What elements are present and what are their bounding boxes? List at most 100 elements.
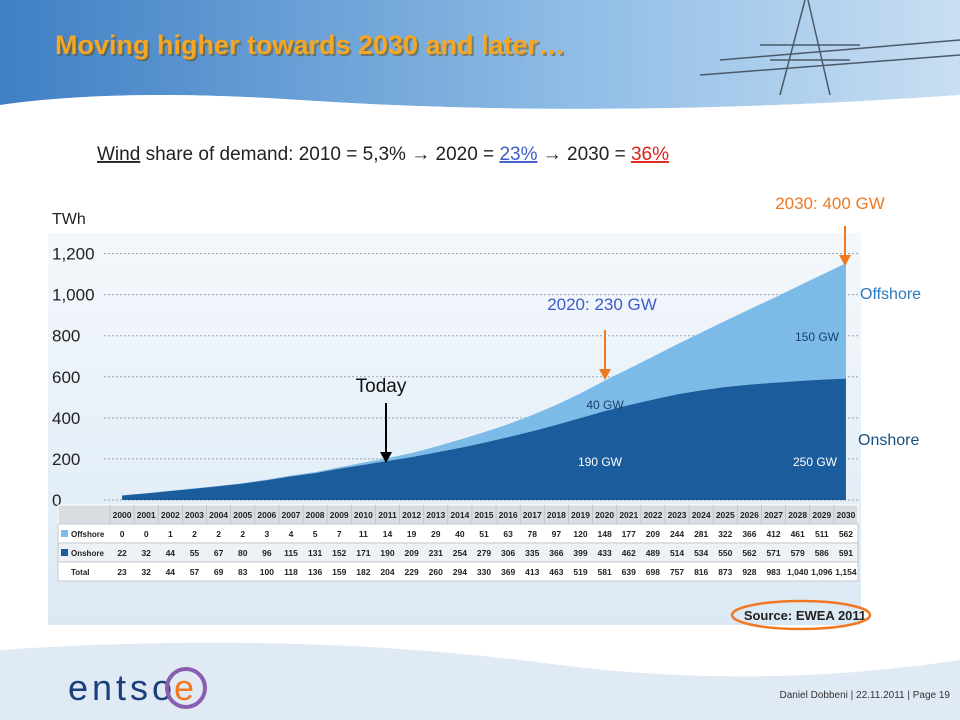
table-cell-text: 115 <box>284 548 298 558</box>
x-tick-label: 2015 <box>475 510 494 520</box>
x-tick-label: 2016 <box>499 510 518 520</box>
table-cell-text: 983 <box>766 567 780 577</box>
table-cell-text: 80 <box>238 548 248 558</box>
table-cell-text: 152 <box>332 548 346 558</box>
y-axis-label: TWh <box>52 211 86 228</box>
subtitle-arrow: → <box>543 144 562 165</box>
logo-accent: e <box>174 667 194 708</box>
table-cell-text: 928 <box>742 567 756 577</box>
table-cell-text: 171 <box>356 548 370 558</box>
table-cell-text: 83 <box>238 567 248 577</box>
subtitle-arrow: → <box>411 144 430 165</box>
annotation-arrowhead <box>599 369 611 380</box>
x-tick-label: 2003 <box>185 510 204 520</box>
x-tick-label: 2030 <box>836 510 855 520</box>
table-cell-text: 816 <box>694 567 708 577</box>
table-cell-text: 5 <box>313 529 318 539</box>
x-tick-label: 2011 <box>378 510 397 520</box>
table-cell-text: 100 <box>260 567 274 577</box>
x-tick-label: 2001 <box>137 510 156 520</box>
table-cell-text: 55 <box>190 548 200 558</box>
source-highlight <box>730 599 872 631</box>
table-cell-text: 581 <box>598 567 612 577</box>
table-cell-text: 562 <box>742 548 756 558</box>
x-tick-label: 2027 <box>764 510 783 520</box>
annotation-arrowhead <box>839 255 851 266</box>
table-cell-text: 281 <box>694 529 708 539</box>
table-cell-text: 244 <box>670 529 684 539</box>
table-cell-text: 22 <box>117 548 127 558</box>
annotation: 150 GW <box>795 330 840 344</box>
x-tick-label: 2022 <box>643 510 662 520</box>
table-cell-text: 209 <box>646 529 660 539</box>
subtitle-part: 2020 = <box>430 144 499 165</box>
table-cell-text: 32 <box>141 548 151 558</box>
table-cell-text: 294 <box>453 567 467 577</box>
y-tick-label: 200 <box>52 450 80 469</box>
table-cell-text: 44 <box>166 548 176 558</box>
table-cell-text: 97 <box>552 529 562 539</box>
table-cell-text: 514 <box>670 548 684 558</box>
table-cell-text: 489 <box>646 548 660 558</box>
subtitle-highlight: 23% <box>499 144 537 165</box>
x-tick-label: 2012 <box>402 510 421 520</box>
table-cell-text: 7 <box>337 529 342 539</box>
table-cell-text: 4 <box>289 529 294 539</box>
table-cell-text: 29 <box>431 529 441 539</box>
table-cell-text: 586 <box>815 548 829 558</box>
x-tick-label: 2004 <box>209 510 228 520</box>
table-cell-text: 757 <box>670 567 684 577</box>
table-cell-text: 63 <box>503 529 513 539</box>
table-cell-text: 639 <box>622 567 636 577</box>
table-cell-text: 57 <box>190 567 200 577</box>
table-cell-text: 1,154 <box>835 567 857 577</box>
table-cell-text: 413 <box>525 567 539 577</box>
table-swatch <box>61 530 68 537</box>
table-cell-text: 231 <box>429 548 443 558</box>
table-cell-text: 177 <box>622 529 636 539</box>
area-offshore <box>122 263 846 496</box>
table-cell-text: 306 <box>501 548 515 558</box>
header-curve <box>0 95 960 116</box>
x-tick-label: 2025 <box>716 510 735 520</box>
y-tick-label: 600 <box>52 368 80 387</box>
x-tick-label: 2020 <box>595 510 614 520</box>
title: Moving higher towards 2030 and later… <box>55 30 565 60</box>
subtitle: Wind share of demand: 2010 = 5,3% → 2020… <box>97 144 669 165</box>
table-cell-text: 1,096 <box>811 567 833 577</box>
table-cell-text: 159 <box>332 567 346 577</box>
x-tick-label: 2005 <box>233 510 252 520</box>
area-onshore <box>122 378 846 500</box>
x-tick-label: 2019 <box>571 510 590 520</box>
table-cell-text: 260 <box>429 567 443 577</box>
table-cell-text: 1 <box>168 529 173 539</box>
table-cell-text: 335 <box>525 548 539 558</box>
title-shadow: Moving higher towards 2030 and later… <box>57 32 567 62</box>
table-cell-text: 1,040 <box>787 567 809 577</box>
table-cell-text: 2 <box>240 529 245 539</box>
table-cell-text: 44 <box>166 567 176 577</box>
table-cell-text: 698 <box>646 567 660 577</box>
x-tick-label: 2009 <box>330 510 349 520</box>
annotation: 40 GW <box>586 398 624 412</box>
table-cell-text: 463 <box>549 567 563 577</box>
footer-text: Daniel Dobbeni | 22.11.2011 | Page 19 <box>779 690 950 701</box>
table-row-label: Total <box>71 568 90 577</box>
table-cell-text: 461 <box>791 529 805 539</box>
annotation: 250 GW <box>793 455 838 469</box>
x-tick-label: 2010 <box>354 510 373 520</box>
y-tick-label: 800 <box>52 327 80 346</box>
x-tick-label: 2023 <box>668 510 687 520</box>
table-cell-text: 209 <box>405 548 419 558</box>
table-cell-text: 562 <box>839 529 853 539</box>
table-cell-text: 519 <box>573 567 587 577</box>
table-cell-text: 412 <box>766 529 780 539</box>
table-cell-text: 182 <box>356 567 370 577</box>
y-tick-label: 1,000 <box>52 286 95 305</box>
x-tick-label: 2018 <box>547 510 566 520</box>
series-label: Offshore <box>860 286 921 303</box>
table-cell-text: 534 <box>694 548 708 558</box>
annotation: 2020: 230 GW <box>547 295 657 314</box>
header-band <box>0 0 960 109</box>
